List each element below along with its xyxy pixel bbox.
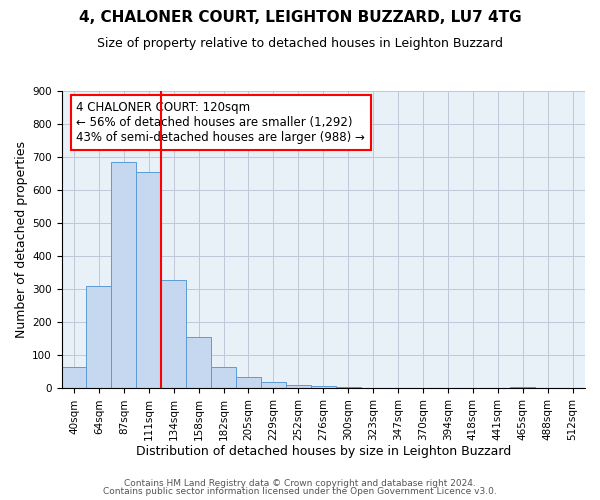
Bar xyxy=(161,280,186,388)
X-axis label: Distribution of detached houses by size in Leighton Buzzard: Distribution of detached houses by size … xyxy=(136,444,511,458)
Text: Contains HM Land Registry data © Crown copyright and database right 2024.: Contains HM Land Registry data © Crown c… xyxy=(124,478,476,488)
Text: 4, CHALONER COURT, LEIGHTON BUZZARD, LU7 4TG: 4, CHALONER COURT, LEIGHTON BUZZARD, LU7… xyxy=(79,10,521,25)
Text: Size of property relative to detached houses in Leighton Buzzard: Size of property relative to detached ho… xyxy=(97,38,503,51)
Bar xyxy=(62,367,86,388)
Bar xyxy=(86,286,112,388)
Bar xyxy=(136,172,161,388)
Text: 4 CHALONER COURT: 120sqm
← 56% of detached houses are smaller (1,292)
43% of sem: 4 CHALONER COURT: 120sqm ← 56% of detach… xyxy=(76,102,365,144)
Bar xyxy=(261,382,286,388)
Bar xyxy=(311,386,336,388)
Bar xyxy=(336,387,361,388)
Bar xyxy=(211,367,236,388)
Bar xyxy=(186,338,211,388)
Bar xyxy=(236,377,261,388)
Y-axis label: Number of detached properties: Number of detached properties xyxy=(15,142,28,338)
Bar xyxy=(112,162,136,388)
Bar xyxy=(286,385,311,388)
Text: Contains public sector information licensed under the Open Government Licence v3: Contains public sector information licen… xyxy=(103,487,497,496)
Bar xyxy=(510,387,535,388)
